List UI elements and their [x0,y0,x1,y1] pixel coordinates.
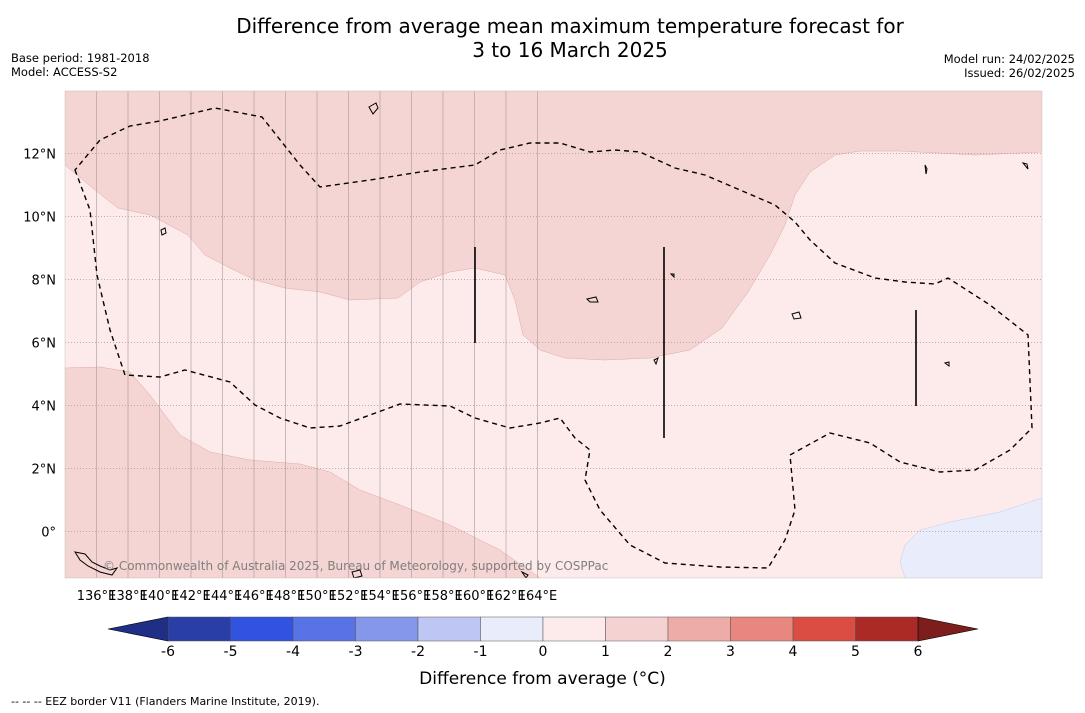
colorbar-tick-label: 2 [663,644,673,660]
latitude-label: 10°N [23,211,56,226]
warm-anomaly-region-southwest [65,366,541,578]
longitude-labels: 136°E138°E140°E142°E144°E146°E148°E150°E… [77,589,558,604]
meta-right: Model run: 24/02/2025 Issued: 26/02/2025 [944,52,1075,80]
colorbar-tick-label: 5 [851,644,860,660]
colorbar-segment [542,616,606,642]
colorbar-under-arrow [107,616,169,642]
longitude-label: 150°E [297,589,337,604]
longitude-label: 164°E [518,589,558,604]
colorbar-segment [480,616,544,642]
latitude-label: 12°N [23,148,56,163]
colorbar-tick-label: -4 [286,644,300,660]
colorbar-tick-label: 0 [538,644,548,660]
base-period: Base period: 1981-2018 [11,51,150,65]
latitude-label: 6°N [32,337,57,352]
longitude-label: 148°E [266,589,306,604]
colorbar-segment [667,616,731,642]
colorbar-segment [605,616,669,642]
longitude-label: 162°E [486,589,526,604]
colorbar-segment [230,616,294,642]
island [1021,162,1029,170]
colorbar-tick-label: 6 [913,644,923,660]
longitude-label: 144°E [203,589,243,604]
eez-footnote: -- -- -- EEZ border V11 (Flanders Marine… [11,695,320,708]
colorbar-tick-label: -6 [161,644,175,660]
colorbar-tick-label: -2 [411,644,425,660]
issued-date: Issued: 26/02/2025 [964,66,1075,80]
longitude-label: 160°E [455,589,495,604]
latitude-label: 4°N [32,400,57,415]
island [924,164,928,175]
colorbar-tick-label: -1 [473,644,488,660]
model-name: Model: ACCESS-S2 [11,65,118,79]
islands [73,102,1029,578]
longitude-label: 158°E [423,589,463,604]
latitude-label: 8°N [32,274,57,289]
colorbar-segment [417,616,481,642]
latitude-label: 0° [41,526,56,541]
cool-anomaly-region-southeast [899,497,1042,578]
longitude-label: 142°E [171,589,211,604]
island [73,551,119,576]
longitude-label: 136°E [77,589,117,604]
longitude-label: 146°E [234,589,274,604]
latitude-label: 2°N [32,463,57,478]
map-plot: © Commonwealth of Australia 2025, Bureau… [65,91,1042,578]
island [653,357,659,366]
colorbar-tick-label: 4 [788,644,798,660]
longitude-label: 156°E [392,589,432,604]
copyright-credit: © Commonwealth of Australia 2025, Bureau… [103,559,608,573]
title-line-2: 3 to 16 March 2025 [472,38,668,62]
title-line-1: Difference from average mean maximum tem… [236,14,904,38]
longitude-label: 140°E [140,589,180,604]
island [160,227,167,236]
longitude-label: 138°E [108,589,148,604]
colorbar-segment [792,616,856,642]
island [943,361,950,367]
colorbar-tick-label: -3 [348,644,363,660]
colorbar-title: Difference from average (°C) [419,669,666,689]
colorbar-over-arrow [917,616,979,642]
colorbar-segment [355,616,419,642]
colorbar-segment [292,616,356,642]
colorbar-tick-label: -5 [223,644,238,660]
longitude-label: 154°E [360,589,400,604]
colorbar-segment [167,616,231,642]
colorbar-tick-label: 3 [726,644,735,660]
island [368,102,379,115]
eez-border [74,107,1033,569]
colorbar-segment [855,616,919,642]
chart-title: Difference from average mean maximum tem… [170,14,970,62]
colorbar-tick-label: 1 [601,644,610,660]
meta-left: Base period: 1981-2018 Model: ACCESS-S2 [11,51,150,79]
plot-frame [64,90,1043,579]
colorbar-segment [730,616,794,642]
island [351,569,363,578]
longitude-label: 152°E [329,589,369,604]
island [586,296,599,303]
warm-anomaly-region-north [65,91,1042,361]
latitude-labels: 12°N 10°N 8°N 6°N 4°N 2°N 0° [23,148,56,541]
island [791,311,802,320]
model-run: Model run: 24/02/2025 [943,52,1075,66]
colorbar [107,616,979,642]
gridlines [65,91,1042,578]
island [669,273,675,279]
island [520,570,529,578]
